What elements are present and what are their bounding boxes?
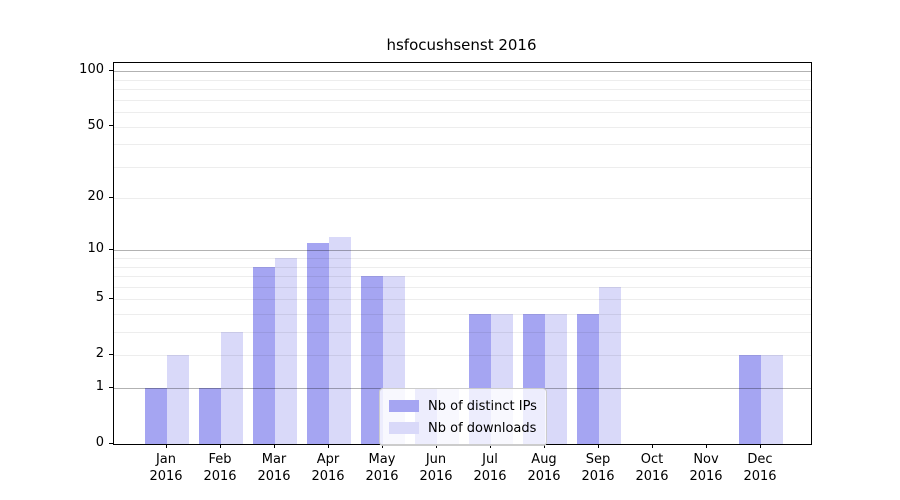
plot-area bbox=[113, 62, 812, 445]
bar-downloads-dec bbox=[761, 355, 783, 444]
legend-label-distinct-ips: Nb of distinct IPs bbox=[428, 398, 537, 414]
x-tick-mark bbox=[489, 444, 491, 448]
y-tick-mark bbox=[109, 125, 113, 127]
x-tick-label: Jul 2016 bbox=[473, 452, 507, 484]
x-tick-label: Oct 2016 bbox=[635, 452, 669, 484]
y-tick-label: 2 bbox=[95, 346, 104, 362]
gridline-minor bbox=[114, 144, 811, 146]
gridline-minor bbox=[114, 99, 811, 101]
x-tick-label: Aug 2016 bbox=[527, 452, 561, 484]
x-tick-mark bbox=[705, 444, 707, 448]
x-tick-label: Jan 2016 bbox=[149, 452, 183, 484]
x-tick-label: Nov 2016 bbox=[689, 452, 723, 484]
gridline-minor bbox=[114, 266, 811, 268]
x-tick-mark bbox=[597, 444, 599, 448]
legend-swatch-distinct-ips bbox=[389, 400, 419, 412]
gridline-minor bbox=[114, 198, 811, 200]
bar-distinct-ips-feb bbox=[199, 388, 221, 444]
gridline-minor bbox=[114, 332, 811, 334]
bar-distinct-ips-jan bbox=[145, 388, 167, 444]
x-tick-label: Dec 2016 bbox=[743, 452, 777, 484]
y-tick-mark bbox=[109, 248, 113, 251]
gridline-minor bbox=[114, 112, 811, 114]
gridline-major bbox=[114, 71, 811, 73]
y-tick-mark bbox=[109, 297, 113, 300]
x-tick-label: Jun 2016 bbox=[419, 452, 453, 484]
gridline-minor bbox=[114, 276, 811, 278]
bar-downloads-apr bbox=[329, 236, 351, 444]
bar-distinct-ips-may bbox=[361, 276, 383, 444]
gridline-minor bbox=[114, 79, 811, 81]
gridline-minor bbox=[114, 355, 811, 357]
gridline-minor bbox=[114, 314, 811, 316]
legend-item-distinct-ips: Nb of distinct IPs bbox=[389, 395, 537, 417]
x-tick-label: Feb 2016 bbox=[203, 452, 237, 484]
bar-distinct-ips-apr bbox=[307, 243, 329, 444]
y-tick-label: 10 bbox=[87, 241, 104, 257]
y-tick-label: 1 bbox=[95, 379, 104, 395]
bar-downloads-jan bbox=[167, 355, 189, 444]
x-tick-mark bbox=[381, 444, 383, 448]
legend: Nb of distinct IPs Nb of downloads bbox=[379, 388, 547, 446]
y-tick-label: 50 bbox=[87, 117, 104, 133]
bar-distinct-ips-sep bbox=[577, 314, 599, 444]
bar-downloads-mar bbox=[275, 258, 297, 444]
x-tick-label: May 2016 bbox=[365, 452, 399, 484]
y-tick-mark bbox=[109, 196, 113, 199]
bar-downloads-feb bbox=[221, 332, 243, 444]
gridline-minor bbox=[114, 89, 811, 91]
bar-downloads-sep bbox=[599, 286, 621, 444]
y-tick-label: 20 bbox=[87, 189, 104, 205]
x-tick-label: Apr 2016 bbox=[311, 452, 345, 484]
legend-swatch-downloads bbox=[389, 422, 419, 434]
gridline-minor bbox=[114, 258, 811, 260]
x-tick-mark bbox=[219, 444, 221, 448]
legend-label-downloads: Nb of downloads bbox=[428, 420, 537, 436]
x-tick-mark bbox=[327, 444, 329, 448]
y-tick-mark bbox=[109, 69, 113, 72]
gridline-minor bbox=[114, 299, 811, 301]
x-tick-mark bbox=[273, 444, 275, 448]
y-tick-label: 5 bbox=[95, 290, 104, 306]
chart-title: hsfocushsenst 2016 bbox=[386, 36, 537, 54]
x-tick-mark bbox=[759, 444, 761, 448]
y-tick-mark bbox=[109, 353, 113, 356]
x-tick-mark bbox=[543, 444, 545, 448]
bar-distinct-ips-mar bbox=[253, 266, 275, 444]
gridline-minor bbox=[114, 286, 811, 288]
x-tick-label: Sep 2016 bbox=[581, 452, 615, 484]
x-tick-mark bbox=[651, 444, 653, 448]
gridline-minor bbox=[114, 126, 811, 128]
legend-item-downloads: Nb of downloads bbox=[389, 417, 537, 439]
y-tick-mark bbox=[109, 442, 113, 444]
bar-downloads-aug bbox=[545, 314, 567, 444]
y-tick-label: 0 bbox=[95, 435, 104, 450]
gridline-minor bbox=[114, 166, 811, 168]
y-tick-label: 100 bbox=[79, 62, 104, 78]
gridline-major bbox=[114, 250, 811, 252]
y-tick-mark bbox=[109, 386, 113, 388]
x-tick-label: Mar 2016 bbox=[257, 452, 291, 484]
x-tick-mark bbox=[165, 444, 167, 448]
x-tick-mark bbox=[435, 444, 437, 448]
bar-distinct-ips-dec bbox=[739, 355, 761, 444]
